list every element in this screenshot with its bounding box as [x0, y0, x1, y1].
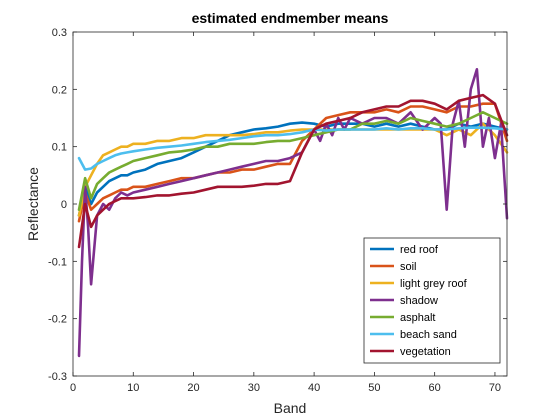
legend-label: light grey roof	[400, 278, 468, 290]
x-tick-label: 70	[489, 382, 501, 394]
chart-title: estimated endmember means	[192, 10, 389, 26]
x-tick-label: 10	[127, 382, 139, 394]
legend-label: shadow	[400, 295, 438, 307]
legend-label: red roof	[400, 244, 439, 256]
x-tick-label: 60	[429, 382, 441, 394]
series-line-asphalt	[77, 111, 509, 211]
legend-label: vegetation	[400, 346, 451, 358]
legend: red roof soil light grey roof shadow asphalt…	[363, 237, 501, 364]
legend-label: beach sand	[400, 329, 457, 341]
series-layer	[77, 68, 509, 358]
x-tick-label: 30	[248, 382, 260, 394]
y-tick-label: 0.1	[52, 142, 67, 154]
x-tick-label: 20	[187, 382, 199, 394]
x-axis-label: Band	[274, 400, 307, 416]
y-tick-label: 0	[61, 199, 67, 211]
y-tick-label: -0.1	[48, 256, 67, 268]
legend-label: asphalt	[400, 312, 435, 324]
x-tick-label: 50	[368, 382, 380, 394]
y-tick-label: -0.2	[48, 314, 67, 326]
series-line-soil	[77, 102, 509, 223]
y-tick-label: -0.3	[48, 371, 67, 383]
y-tick-label: 0.3	[52, 27, 67, 39]
series-line-vegetation	[77, 93, 509, 249]
x-tick-label: 0	[70, 382, 76, 394]
legend-label: soil	[400, 261, 417, 273]
ticks-layer: 0 10 20 30 40 50 60 70 -0.3 -0.2 -0.1 0 0.1 0.2 0.3	[48, 27, 507, 394]
y-axis-label: Reflectance	[25, 167, 41, 241]
series-line-beach-sand	[77, 126, 509, 171]
y-tick-label: 0.2	[52, 84, 67, 96]
x-tick-label: 40	[308, 382, 320, 394]
